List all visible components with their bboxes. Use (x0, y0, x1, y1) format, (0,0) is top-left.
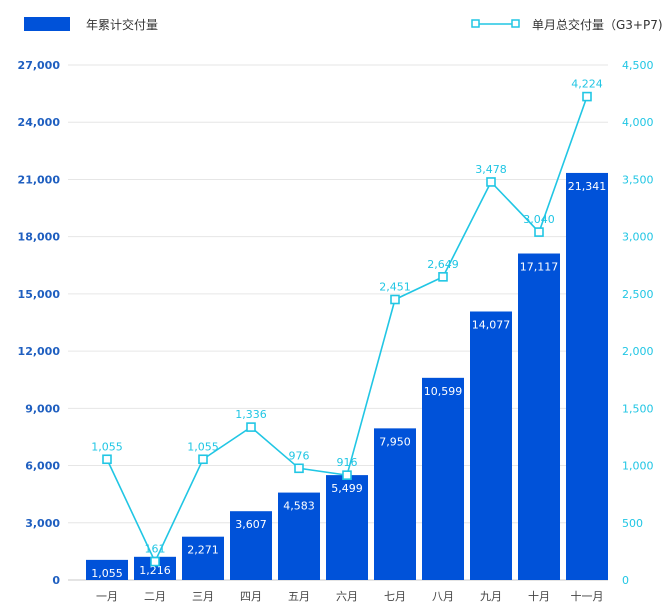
line-data-label: 916 (337, 456, 358, 469)
bar-data-label: 5,499 (331, 482, 363, 495)
bar-data-label: 3,607 (235, 518, 267, 531)
x-tick-label: 九月 (480, 590, 502, 603)
line-data-label: 3,040 (523, 213, 555, 226)
y-right-tick-label: 500 (622, 517, 643, 530)
line-point (102, 454, 112, 465)
line-data-label: 2,451 (379, 280, 411, 293)
y-left-tick-label: 6,000 (25, 460, 60, 473)
line-point (438, 272, 448, 282)
legend-line-marker (471, 19, 480, 28)
bar-data-label: 10,599 (424, 385, 463, 398)
y-left-tick-label: 0 (52, 574, 60, 587)
bar-data-label: 1,055 (91, 567, 123, 580)
x-tick-label: 七月 (384, 590, 406, 603)
line-data-label: 976 (289, 449, 310, 462)
line-data-label: 1,055 (187, 440, 219, 453)
line-series: 1,055 161 1,055 1,336 976 916 2,451 2,649 3,478 3… (91, 78, 603, 567)
line-point (198, 454, 208, 465)
x-tick-label: 一月 (96, 590, 118, 603)
bar (470, 311, 512, 580)
line-point (582, 91, 592, 102)
line-data-label: 1,336 (235, 408, 267, 421)
x-tick-label: 六月 (336, 590, 358, 603)
x-axis: 一月 二月 三月 四月 五月 六月 七月 八月 九月 十月 十一月 (96, 589, 604, 603)
bar-data-label: 1,216 (139, 564, 171, 577)
line-point (534, 227, 544, 237)
bar-data-label: 14,077 (472, 318, 511, 331)
line-point (486, 177, 496, 187)
y-left-tick-label: 24,000 (18, 116, 61, 129)
y-left-tick-label: 3,000 (25, 517, 60, 530)
line-data-label: 161 (145, 543, 166, 556)
bar (230, 511, 272, 580)
bar (566, 172, 608, 580)
bar-data-label: 21,341 (568, 180, 607, 193)
y-left-tick-label: 21,000 (18, 173, 61, 186)
bar (278, 492, 320, 580)
legend: 年累计交付量 单月总交付量（G3+P7) (24, 17, 663, 32)
y-right-tick-label: 2,500 (622, 288, 654, 301)
bar (134, 556, 176, 580)
legend-line-marker (511, 19, 520, 28)
x-tick-label: 三月 (192, 590, 214, 603)
y-right-tick-label: 4,000 (622, 116, 654, 129)
x-tick-label: 二月 (144, 590, 166, 603)
y-left-tick-label: 12,000 (18, 345, 61, 358)
x-tick-label: 十一月 (571, 589, 604, 603)
bar-data-label: 2,271 (187, 544, 219, 557)
x-tick-label: 八月 (432, 590, 454, 603)
bar (326, 475, 368, 580)
y-right-tick-label: 0 (622, 574, 629, 587)
bar (86, 559, 128, 580)
bar (374, 428, 416, 580)
bar-data-label: 17,117 (520, 261, 559, 274)
line-point (150, 556, 160, 567)
line-point (294, 463, 304, 474)
y-right-tick-label: 3,500 (622, 173, 654, 186)
line-point (390, 294, 400, 305)
y-left-tick-label: 18,000 (18, 231, 61, 244)
x-tick-label: 十月 (528, 589, 550, 603)
x-tick-label: 五月 (288, 590, 310, 603)
y-right-tick-label: 1,500 (622, 402, 654, 415)
line-point (246, 422, 256, 432)
line-data-label: 4,224 (571, 78, 603, 91)
x-tick-label: 四月 (240, 590, 262, 603)
line-data-label: 2,649 (427, 258, 459, 271)
bar (182, 536, 224, 580)
y-axis-left: 0 3,000 6,000 9,000 12,000 15,000 18,000 21,000… (18, 59, 61, 587)
y-right-tick-label: 2,000 (622, 345, 654, 358)
bar (518, 253, 560, 580)
legend-bar-swatch (24, 17, 70, 31)
bar (422, 377, 464, 580)
y-left-tick-label: 9,000 (25, 402, 60, 415)
legend-bar-label: 年累计交付量 (86, 17, 158, 32)
legend-line-label: 单月总交付量（G3+P7) (532, 17, 663, 32)
y-right-tick-label: 3,000 (622, 231, 654, 244)
line-data-label: 1,055 (91, 440, 123, 453)
y-axis-right: 0 500 1,000 1,500 2,000 2,500 3,000 3,500 4,000 4… (622, 59, 654, 587)
bar-data-label: 7,950 (379, 435, 411, 448)
bar-series: 1,055 1,216 2,271 3,607 4,583 5,499 7,950 10,59… (86, 172, 608, 580)
y-left-tick-label: 15,000 (18, 288, 61, 301)
y-left-tick-label: 27,000 (18, 59, 61, 72)
y-right-tick-label: 4,500 (622, 59, 654, 72)
bar-data-label: 4,583 (283, 500, 315, 513)
y-right-tick-label: 1,000 (622, 460, 654, 473)
line-point (342, 470, 352, 480)
line-data-label: 3,478 (475, 163, 507, 176)
